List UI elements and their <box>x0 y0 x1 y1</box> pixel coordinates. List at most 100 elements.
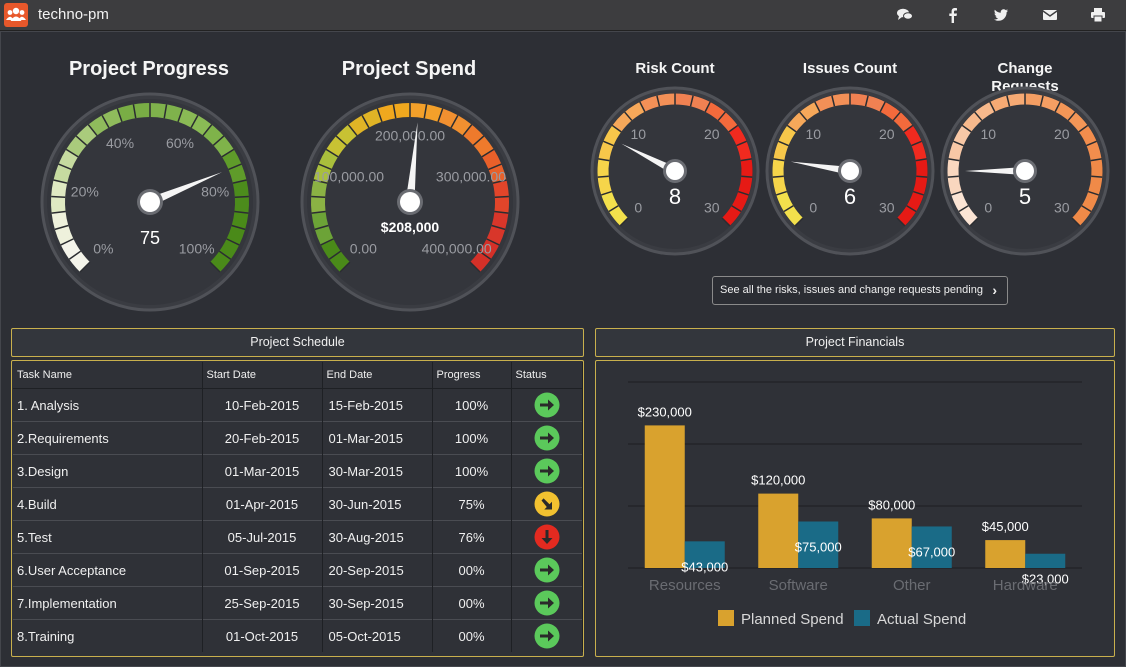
spend-gauge-tick <box>494 210 509 214</box>
planned-spend-bar[interactable] <box>758 493 799 568</box>
progress-gauge-tick <box>232 179 247 184</box>
team-logo-icon[interactable] <box>4 3 28 27</box>
see-pending-button[interactable]: See all the risks, issues and change req… <box>712 276 1008 305</box>
planned-spend-bar[interactable] <box>871 518 912 568</box>
end-date-cell: 30-Jun-2015 <box>322 487 433 521</box>
schedule-row[interactable]: 4.Build 01-Apr-2015 30-Jun-2015 75% <box>13 487 583 521</box>
schedule-row[interactable]: 7.Implementation 25-Sep-2015 30-Sep-2015 00… <box>13 586 583 620</box>
legend-label[interactable]: Actual Spend <box>877 611 966 628</box>
risk-gauge-tick-label: 0 <box>634 199 642 215</box>
spend-gauge-tick <box>469 261 481 273</box>
schedule-row[interactable]: 2.Requirements 20-Feb-2015 01-Mar-2015 100% <box>13 421 583 455</box>
schedule-row[interactable]: 8.Training 01-Oct-2015 05-Oct-2015 00% <box>13 619 583 652</box>
change-gauge-hub <box>1016 162 1034 180</box>
change-gauge-tick-label: 20 <box>1054 126 1070 142</box>
risk-gauge-tick <box>656 95 661 107</box>
financials-bar-chart: $230,000 $43,000 Resources $120,000 $75,000 S… <box>628 381 1082 628</box>
bar-data-label: $67,000 <box>908 544 955 559</box>
bar-data-label: $45,000 <box>982 519 1029 534</box>
issues-gauge-tick-label: 30 <box>879 199 895 215</box>
issues-gauge-needle <box>790 161 851 176</box>
schedule-row[interactable]: 1. Analysis 10-Feb-2015 15-Feb-2015 100% <box>13 388 583 422</box>
progress-gauge-tick <box>212 135 225 146</box>
issues-gauge-tick <box>892 111 901 121</box>
schedule-row[interactable]: 6.User Acceptance 01-Sep-2015 20-Sep-2015 0… <box>13 553 583 587</box>
issues-gauge: 0 10 20 30 6 <box>765 86 935 256</box>
schedule-row[interactable]: 3.Design 01-Mar-2015 30-Mar-2015 100% <box>13 454 583 488</box>
actual-spend-bar[interactable] <box>684 541 725 568</box>
progress-gauge-value: 75 <box>140 228 160 248</box>
status-cell <box>511 388 583 422</box>
progress-gauge-tick <box>51 195 66 198</box>
spend-gauge-tick <box>335 135 348 146</box>
progress-gauge-tick <box>234 195 249 198</box>
change-gauge-tick <box>951 190 962 196</box>
start-date-cell: 25-Sep-2015 <box>202 586 323 620</box>
column-header-start-date[interactable]: Start Date <box>202 362 323 389</box>
progress-gauge-tick <box>132 104 137 119</box>
actual-spend-bar[interactable] <box>798 521 839 569</box>
task-name-cell: 3.Design <box>13 454 203 488</box>
issues-gauge-tick <box>903 124 914 133</box>
spend-gauge-tick-label: 100,000.00 <box>314 168 384 184</box>
spend-gauge-tick <box>318 163 332 171</box>
risk-gauge-tick <box>741 175 753 178</box>
facebook-icon[interactable] <box>946 6 966 24</box>
end-date-cell: 30-Sep-2015 <box>322 586 433 620</box>
progress-gauge-tick-label: 100% <box>179 240 215 256</box>
issues-gauge-tick <box>916 175 928 178</box>
legend-swatch <box>854 610 870 626</box>
risk-gauge-tick <box>624 111 633 121</box>
schedule-row[interactable]: 5.Test 05-Jul-2015 30-Aug-2015 76% <box>13 520 583 554</box>
risk-gauge-value: 8 <box>669 184 681 209</box>
spend-gauge-tick <box>376 108 383 123</box>
spend-gauge-tick <box>328 250 342 260</box>
task-name-cell: 5.Test <box>13 520 203 554</box>
comments-icon[interactable] <box>896 6 916 24</box>
arrow-right-status-icon <box>534 458 559 484</box>
start-date-cell: 01-Mar-2015 <box>202 454 323 488</box>
change-gauge-tick-label: 0 <box>984 199 992 215</box>
column-header-status[interactable]: Status <box>511 362 583 389</box>
column-header-end-date[interactable]: End Date <box>322 362 433 389</box>
end-date-cell: 30-Aug-2015 <box>322 520 433 554</box>
print-icon[interactable] <box>1089 6 1109 24</box>
planned-spend-bar[interactable] <box>985 540 1026 568</box>
planned-spend-bar[interactable] <box>644 425 685 568</box>
bar-data-label: $80,000 <box>868 497 915 512</box>
progress-cell: 76% <box>432 520 512 554</box>
issues-gauge-tick <box>913 190 924 196</box>
spend-gauge-tick <box>339 261 351 273</box>
issues-gauge-title: Issues Count <box>802 60 898 77</box>
actual-spend-bar[interactable] <box>1025 553 1066 568</box>
actual-spend-bar[interactable] <box>911 526 952 568</box>
change-gauge-tick-label: 10 <box>980 126 996 142</box>
spend-gauge-tick-label: 400,000.00 <box>422 240 492 256</box>
risk-gauge-tick <box>611 124 622 133</box>
start-date-cell: 20-Feb-2015 <box>202 421 323 455</box>
column-header-task-name[interactable]: Task Name <box>13 362 203 389</box>
risk-gauge-tick <box>704 101 711 113</box>
spend-gauge-value: $208,000 <box>381 219 440 235</box>
risk-gauge-tick-label: 10 <box>630 126 646 142</box>
end-date-cell: 05-Oct-2015 <box>322 619 433 652</box>
twitter-icon[interactable] <box>992 6 1012 24</box>
start-date-cell: 05-Jul-2015 <box>202 520 323 554</box>
spend-gauge-tick <box>481 148 495 158</box>
issues-gauge-hub <box>841 162 859 180</box>
risk-gauge-tick <box>603 140 614 147</box>
issues-gauge-tick <box>776 190 787 196</box>
progress-gauge-needle <box>148 172 223 207</box>
legend-label[interactable]: Planned Spend <box>741 611 844 628</box>
change-gauge-tick <box>1054 101 1061 113</box>
risk-gauge-needle <box>621 143 677 175</box>
schedule-panel-header: Project Schedule <box>11 328 584 357</box>
envelope-icon[interactable] <box>1041 6 1061 24</box>
spend-gauge-tick <box>311 210 326 214</box>
progress-cell: 00% <box>432 619 512 652</box>
progress-gauge-tick <box>60 238 74 246</box>
issues-gauge-tick <box>896 217 906 227</box>
column-header-progress[interactable]: Progress <box>432 362 512 389</box>
risk-gauge-tick-label: 20 <box>704 126 720 142</box>
task-name-cell: 1. Analysis <box>13 388 203 422</box>
